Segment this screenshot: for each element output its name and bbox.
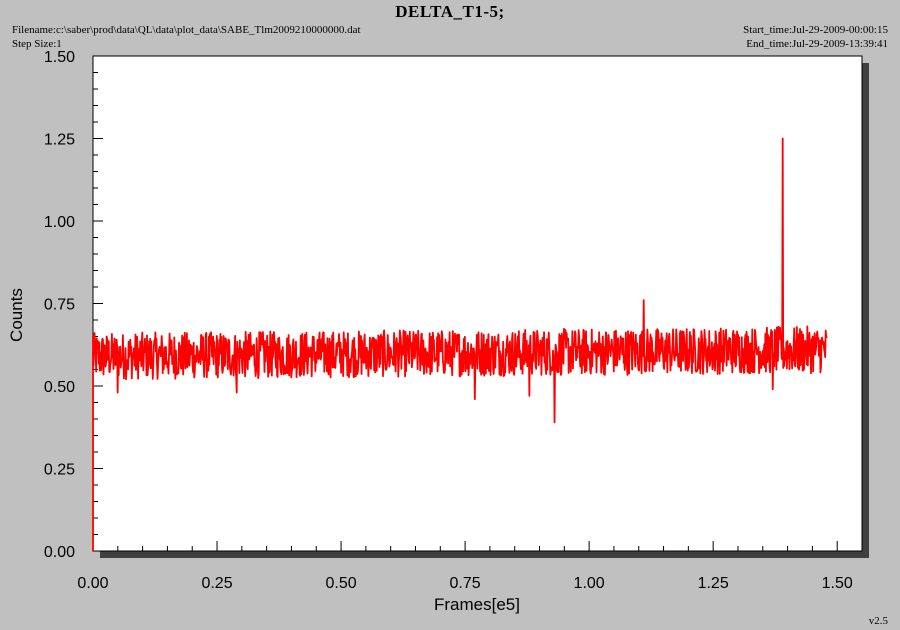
y-axis-label: Counts	[7, 288, 26, 342]
y-axis: 0.00 0.25 0.50 0.75 1.00 1.25 1.50	[44, 49, 103, 561]
series-line	[92, 137, 828, 551]
x-axis: 0.00 0.25 0.50 0.75 1.00 1.25 1.50	[77, 541, 853, 592]
version-label: v2.5	[868, 615, 888, 627]
x-tick-label: 0.50	[325, 575, 356, 592]
y-tick-label: 0.00	[44, 544, 75, 561]
filename-label: Filename:c:\saber\prod\data\QL\data\plot…	[12, 24, 361, 36]
step-size-label: Step Size:1	[12, 38, 62, 50]
y-tick-label: 0.75	[44, 297, 75, 314]
x-tick-label: 1.00	[574, 575, 605, 592]
y-tick-label: 1.25	[44, 132, 75, 149]
y-tick-label: 1.00	[44, 214, 75, 231]
x-tick-label: 0.75	[450, 575, 481, 592]
chart-title: DELTA_T1-5;	[395, 2, 505, 21]
x-tick-label: 1.50	[822, 575, 853, 592]
x-tick-label: 1.25	[698, 575, 729, 592]
plot-area	[92, 55, 863, 552]
y-tick-label: 1.50	[44, 49, 75, 66]
y-tick-label: 0.50	[44, 379, 75, 396]
x-tick-label: 0.25	[201, 575, 232, 592]
x-axis-label: Frames[e5]	[434, 595, 520, 614]
start-time-label: Start_time:Jul-29-2009-00:00:15	[743, 24, 888, 36]
x-tick-label: 0.00	[77, 575, 108, 592]
end-time-label: End_time:Jul-29-2009-13:39:41	[746, 38, 888, 50]
y-tick-label: 0.25	[44, 462, 75, 479]
